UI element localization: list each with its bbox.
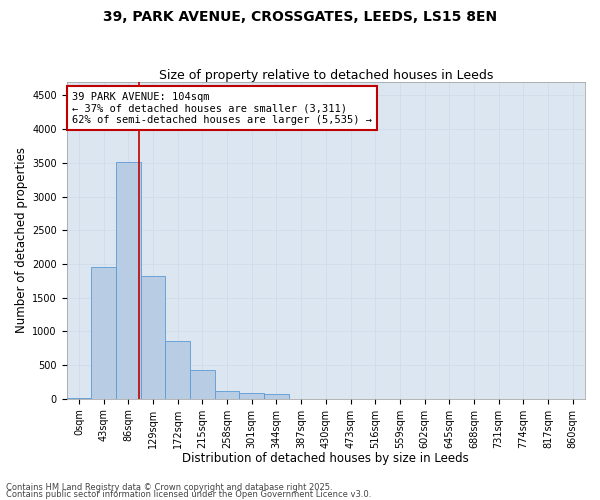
Text: Contains public sector information licensed under the Open Government Licence v3: Contains public sector information licen… xyxy=(6,490,371,499)
Bar xyxy=(264,394,289,398)
X-axis label: Distribution of detached houses by size in Leeds: Distribution of detached houses by size … xyxy=(182,452,469,465)
Y-axis label: Number of detached properties: Number of detached properties xyxy=(15,148,28,334)
Bar xyxy=(91,268,116,398)
Bar xyxy=(166,342,190,398)
Title: Size of property relative to detached houses in Leeds: Size of property relative to detached ho… xyxy=(158,69,493,82)
Text: 39, PARK AVENUE, CROSSGATES, LEEDS, LS15 8EN: 39, PARK AVENUE, CROSSGATES, LEEDS, LS15… xyxy=(103,10,497,24)
Bar xyxy=(239,392,264,398)
Text: Contains HM Land Registry data © Crown copyright and database right 2025.: Contains HM Land Registry data © Crown c… xyxy=(6,484,332,492)
Bar xyxy=(140,276,166,398)
Text: 39 PARK AVENUE: 104sqm
← 37% of detached houses are smaller (3,311)
62% of semi-: 39 PARK AVENUE: 104sqm ← 37% of detached… xyxy=(72,92,372,124)
Bar xyxy=(215,390,239,398)
Bar xyxy=(190,370,215,398)
Bar xyxy=(116,162,140,398)
